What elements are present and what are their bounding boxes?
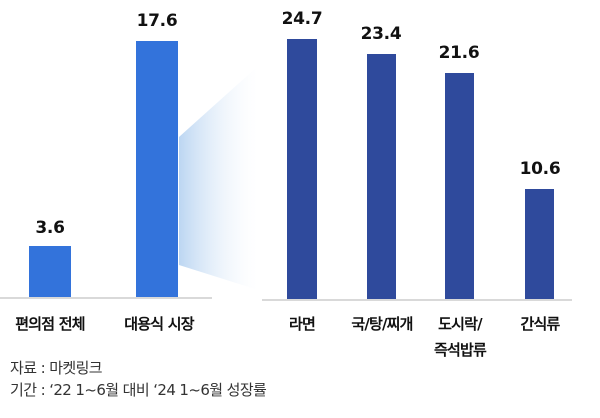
value-label-snacks: 10.6 [519,159,561,179]
value-label-soup: 23.4 [360,24,402,44]
category-label-meal-substitute: 대용식 시장 [124,315,194,333]
left-baseline [0,297,212,299]
value-label-ramen: 24.7 [281,9,323,29]
source-note: 자료 : 마켓링크 [10,359,103,377]
value-label-total: 3.6 [35,218,65,238]
category-label-snacks: 간식류 [520,315,560,333]
category-label-lunchbox-line1: 도시락/ [438,315,482,333]
bar-lunchbox-instant-rice [445,73,474,299]
right-baseline [262,299,572,301]
bar-ramen [287,39,317,299]
bar-convenience-total [29,246,71,297]
bar-soup-stew [367,54,396,299]
category-label-ramen: 라면 [288,315,316,333]
bar-meal-substitute-market [136,41,178,297]
period-note: 기간 : ‘22 1~6월 대비 ‘24 1~6월 성장률 [10,381,267,399]
value-label-meal-substitute: 17.6 [136,11,178,31]
bar-snacks [525,189,554,299]
category-label-total: 편의점 전체 [15,315,85,333]
category-label-lunchbox-line2: 즉석밥류 [433,341,487,359]
value-label-lunchbox: 21.6 [438,43,480,63]
category-label-soup: 국/탕/찌개 [351,315,413,333]
